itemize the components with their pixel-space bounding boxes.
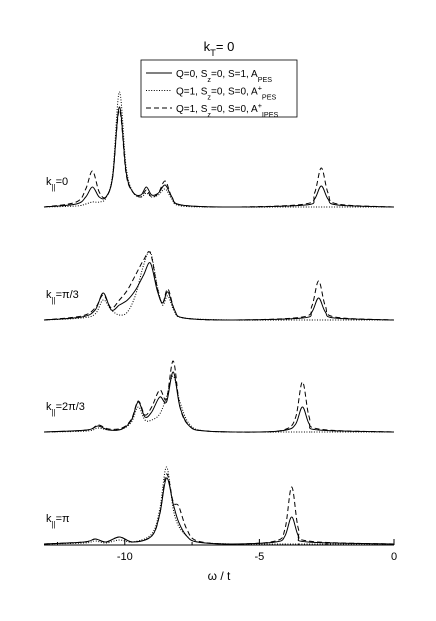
spectrum-line [43,477,395,545]
chart-title: kT= 0 [204,39,235,58]
x-tick-label: 0 [391,551,397,563]
x-tick-label: -5 [254,551,264,563]
legend-label: Q=1, Sz=0, S=0, A+IPES [176,101,279,119]
panel-label: k||=0 [46,176,68,192]
panel-label: k||=2π/3 [46,401,85,417]
spectrum-line [43,250,394,321]
spectrum-line [43,109,395,208]
spectrum-line [43,360,395,433]
legend-label: Q=1, Sz=0, S=0, A+PES [176,83,277,101]
panel-label: k||=π [46,513,70,529]
spectrum-line [43,371,395,433]
spectrum-line [43,473,395,545]
spectrum-line [43,251,395,321]
x-axis-label: ω / t [208,569,231,583]
x-tick-label: -10 [117,551,133,563]
panel-label: k||=π/3 [46,289,79,305]
legend-label: Q=0, Sz=0, S=1, APES [176,69,272,84]
spectrum-line [43,466,394,545]
spectrum-line [43,262,395,321]
spectrum-line [43,106,395,208]
spectrum-line [43,375,394,433]
